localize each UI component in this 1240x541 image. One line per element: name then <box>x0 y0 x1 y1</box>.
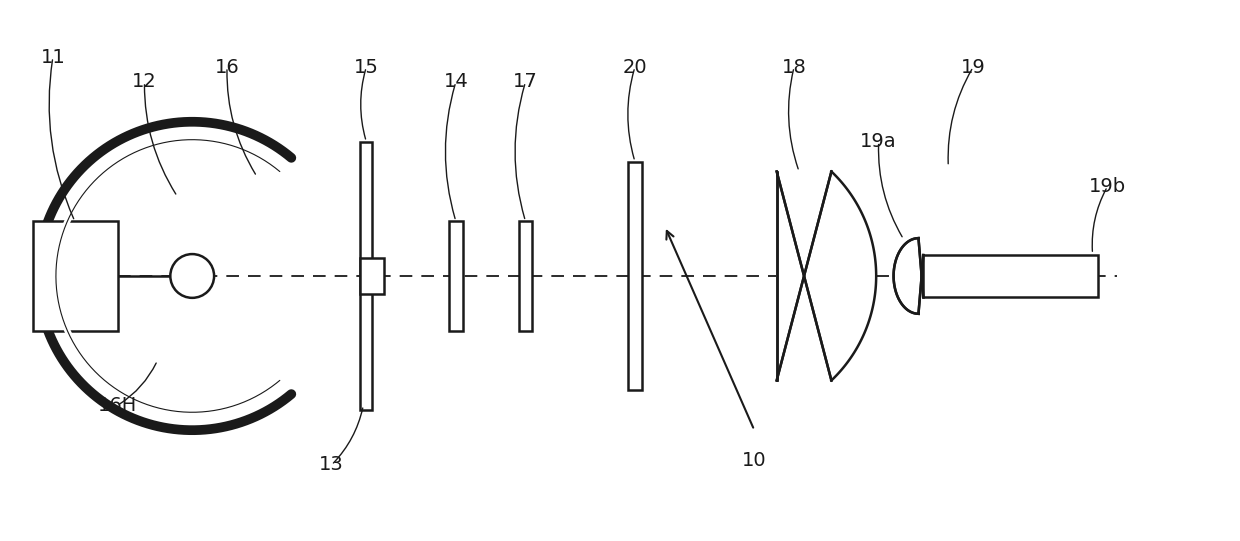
Text: 19a: 19a <box>861 132 897 151</box>
Text: 13: 13 <box>319 456 343 474</box>
Text: 18: 18 <box>781 57 806 76</box>
Text: 20: 20 <box>622 57 647 76</box>
Polygon shape <box>894 238 924 314</box>
Bar <box>361 258 384 294</box>
Text: 16: 16 <box>215 57 239 76</box>
Bar <box>449 221 463 331</box>
Polygon shape <box>776 171 877 380</box>
Text: 12: 12 <box>133 72 156 91</box>
Bar <box>518 221 532 331</box>
Text: 17: 17 <box>513 72 538 91</box>
Text: 11: 11 <box>41 48 66 67</box>
Bar <box>627 162 642 391</box>
Text: 10: 10 <box>742 451 766 470</box>
Ellipse shape <box>170 254 215 298</box>
Bar <box>33 221 118 331</box>
Text: 19b: 19b <box>1089 177 1126 196</box>
Text: 16H: 16H <box>98 396 138 415</box>
Bar <box>361 142 372 410</box>
Text: 15: 15 <box>353 57 378 76</box>
Text: 19: 19 <box>961 57 986 76</box>
Bar <box>924 255 1097 297</box>
Text: 14: 14 <box>444 72 469 91</box>
